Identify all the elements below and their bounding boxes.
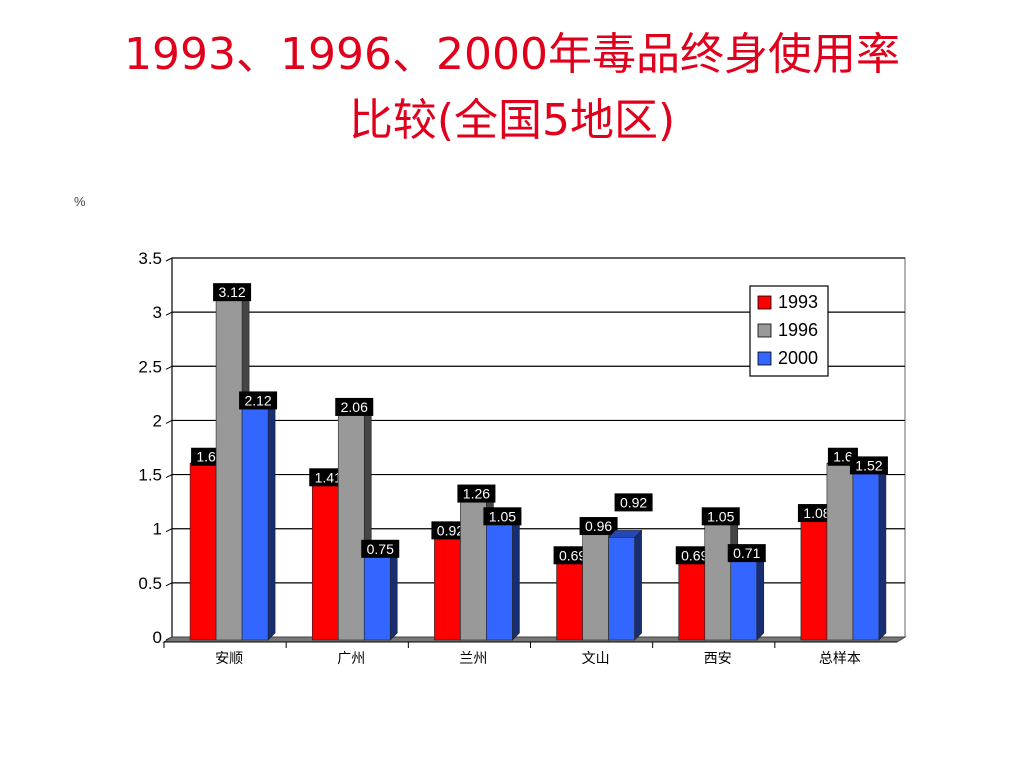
legend-swatch bbox=[757, 351, 772, 366]
data-label-box bbox=[483, 507, 522, 526]
bar bbox=[337, 413, 365, 641]
x-tick-label: 兰州 bbox=[459, 650, 487, 666]
y-tick-label: 2.5 bbox=[138, 357, 162, 376]
y-axis-unit-label: % bbox=[74, 194, 86, 209]
bar-side bbox=[878, 464, 887, 641]
title-line-1: 1993、1996、2000年毒品终身使用率 bbox=[124, 29, 900, 80]
data-label-box bbox=[457, 484, 496, 503]
bar bbox=[800, 519, 828, 641]
bar-side bbox=[634, 529, 642, 641]
data-label-box bbox=[309, 468, 348, 487]
data-label: 2.06 bbox=[341, 399, 368, 415]
data-label: 0.92 bbox=[437, 522, 464, 538]
y-tick bbox=[165, 365, 173, 370]
x-tick-label: 总样本 bbox=[819, 650, 861, 666]
bar bbox=[215, 298, 243, 641]
bar bbox=[434, 537, 461, 641]
data-label: 1.41 bbox=[315, 469, 342, 485]
data-label: 1.52 bbox=[855, 457, 882, 473]
bar bbox=[189, 463, 217, 641]
bar bbox=[852, 472, 880, 641]
data-label: 1.6 bbox=[196, 449, 216, 465]
data-label-box bbox=[213, 283, 252, 302]
y-tick-label: 0.5 bbox=[138, 574, 162, 593]
y-tick-label: 1.5 bbox=[138, 466, 162, 485]
x-tick-label: 安顺 bbox=[215, 650, 243, 666]
y-tick-label: 0 bbox=[153, 628, 162, 647]
bar bbox=[582, 532, 609, 641]
y-tick bbox=[165, 582, 173, 587]
data-label-box bbox=[701, 507, 740, 526]
legend-entry: 1993 bbox=[778, 292, 818, 312]
title-line-2: 比较(全国5地区) bbox=[348, 95, 676, 146]
bar bbox=[460, 500, 487, 641]
bar bbox=[363, 555, 391, 641]
data-label-box bbox=[335, 397, 374, 416]
bar bbox=[486, 522, 513, 641]
y-tick-label: 1 bbox=[153, 520, 162, 539]
x-tick-label: 西安 bbox=[704, 650, 732, 666]
bar bbox=[241, 407, 269, 641]
data-label: 1.6 bbox=[833, 449, 853, 465]
bar bbox=[608, 537, 635, 641]
bar bbox=[826, 463, 854, 641]
bar-side bbox=[756, 552, 765, 641]
data-label-box bbox=[579, 517, 618, 536]
bar-chart: %00.511.522.533.5安顺1.63.122.12广州1.412.06… bbox=[74, 194, 907, 666]
y-tick-label: 3.5 bbox=[138, 249, 162, 268]
chart-container: % 0 0.5 1 1.5 2 2.5 3 3.5 安顺 1.6 3.12 2.12 广州 1.41 2.06… bbox=[60, 190, 930, 690]
chart-floor bbox=[162, 636, 907, 643]
data-label: 1.05 bbox=[707, 508, 734, 524]
bar bbox=[311, 484, 339, 641]
data-label-box bbox=[239, 391, 278, 410]
x-tick-label: 广州 bbox=[337, 650, 365, 666]
data-label: 0.75 bbox=[367, 541, 394, 557]
data-label-box bbox=[614, 493, 653, 512]
data-label: 0.96 bbox=[585, 518, 612, 534]
data-label: 1.05 bbox=[489, 508, 516, 524]
data-label-box bbox=[431, 521, 470, 540]
data-label: 2.12 bbox=[244, 392, 271, 408]
y-tick-label: 3 bbox=[153, 303, 162, 322]
data-label: 1.08 bbox=[803, 505, 830, 521]
data-label-box bbox=[675, 546, 714, 565]
legend-entry: 1996 bbox=[778, 320, 818, 340]
legend-swatch bbox=[757, 323, 772, 338]
bar bbox=[730, 559, 758, 641]
y-tick-label: 2 bbox=[153, 411, 162, 430]
data-label-box bbox=[553, 546, 592, 565]
data-label-box bbox=[191, 447, 222, 466]
bar bbox=[678, 561, 706, 641]
bar-side bbox=[512, 515, 520, 641]
y-tick bbox=[165, 528, 173, 533]
y-tick bbox=[165, 419, 173, 424]
slide-title: 1993、1996、2000年毒品终身使用率 比较(全国5地区) bbox=[0, 22, 1024, 154]
data-label: 0.69 bbox=[681, 547, 708, 563]
bar bbox=[704, 522, 732, 641]
bar-side bbox=[267, 399, 276, 641]
y-tick bbox=[165, 474, 173, 479]
legend-swatch bbox=[757, 295, 772, 310]
legend-entry: 2000 bbox=[778, 348, 818, 368]
x-tick-label: 文山 bbox=[582, 650, 610, 666]
data-label-box bbox=[797, 504, 836, 523]
data-label: 1.26 bbox=[463, 486, 490, 502]
data-label: 0.69 bbox=[559, 547, 586, 563]
data-label: 0.71 bbox=[733, 545, 760, 561]
data-label-box bbox=[727, 544, 766, 563]
data-label: 3.12 bbox=[218, 284, 245, 300]
data-label-box bbox=[361, 539, 400, 558]
y-tick bbox=[165, 257, 173, 262]
y-tick bbox=[165, 311, 173, 316]
bar bbox=[556, 561, 583, 641]
bar-side bbox=[389, 548, 398, 641]
data-label-box bbox=[849, 456, 888, 475]
data-label: 0.92 bbox=[620, 494, 647, 510]
